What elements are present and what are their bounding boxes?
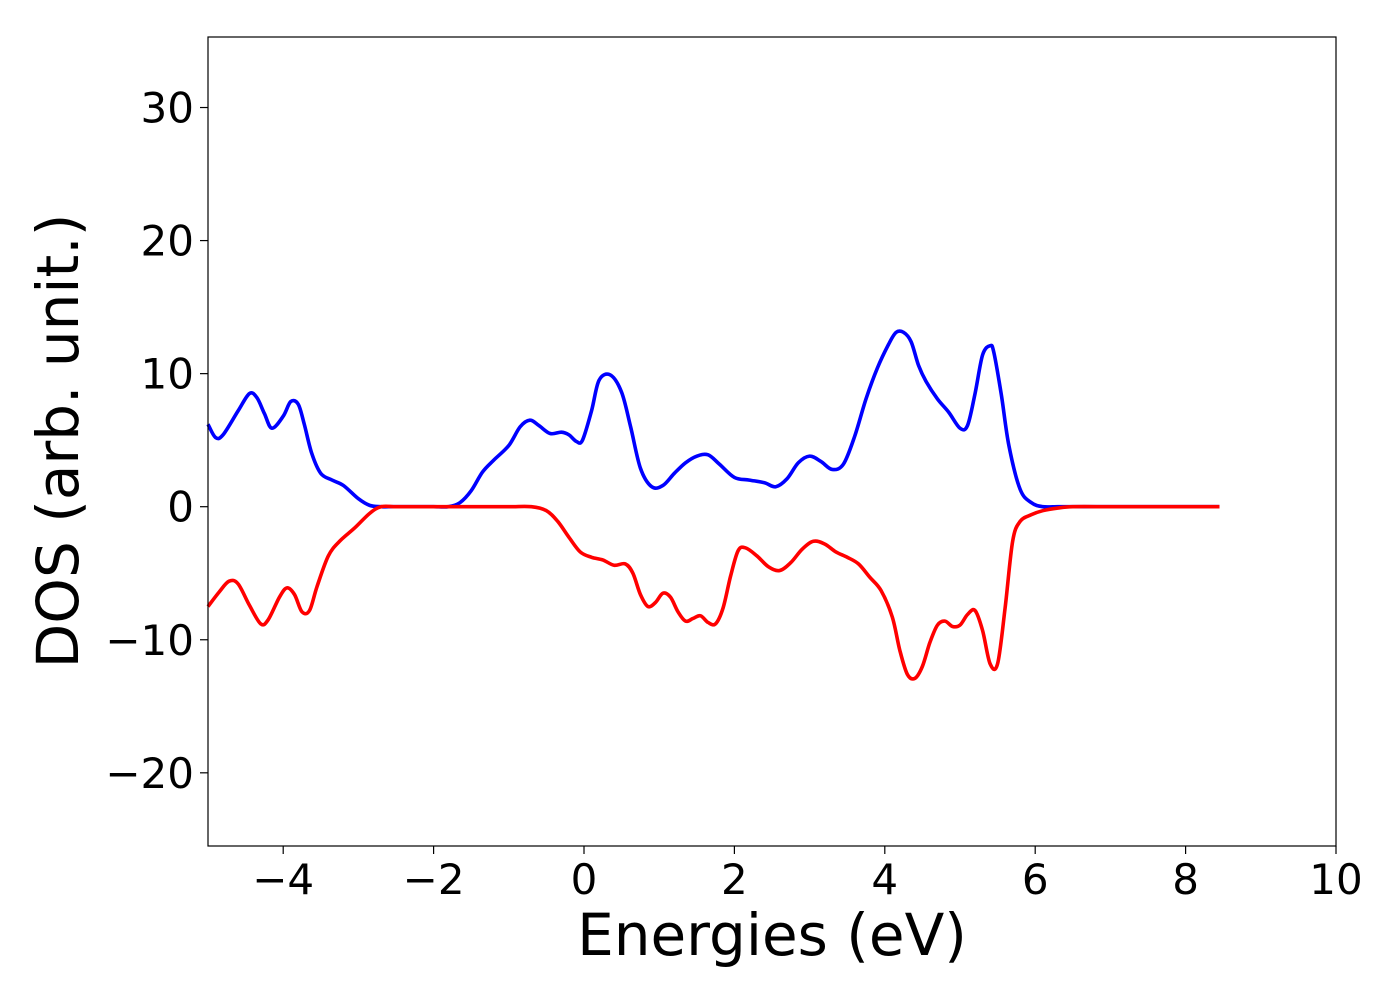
- x-ticks: −4 −2 0 2 4 6 8 10: [252, 846, 1363, 904]
- y-axis-label: DOS (arb. unit.): [24, 214, 92, 669]
- x-axis-label: Energies (eV): [577, 901, 967, 969]
- y-tick-label: 30: [141, 84, 194, 133]
- series-line-2: [206, 504, 1220, 681]
- y-tick-label: −20: [105, 749, 194, 798]
- plot-background: [208, 37, 1336, 846]
- x-tick-label: 8: [1172, 855, 1199, 904]
- y-tick-label: 10: [141, 350, 194, 399]
- x-tick-label: 10: [1309, 855, 1362, 904]
- series-layer: [206, 329, 1220, 681]
- y-tick-label: 0: [167, 483, 194, 532]
- x-tick-label: 0: [571, 855, 598, 904]
- plot-frame: [207, 36, 1337, 847]
- y-tick-label: −10: [105, 616, 194, 665]
- y-ticks: −20 −10 0 10 20 30: [105, 84, 208, 798]
- series-line-1: [206, 329, 1220, 509]
- x-tick-label: 2: [721, 855, 748, 904]
- x-tick-label: −4: [252, 855, 314, 904]
- x-tick-label: −2: [403, 855, 465, 904]
- x-tick-label: 6: [1022, 855, 1049, 904]
- y-tick-label: 20: [141, 217, 194, 266]
- x-tick-label: 4: [871, 855, 898, 904]
